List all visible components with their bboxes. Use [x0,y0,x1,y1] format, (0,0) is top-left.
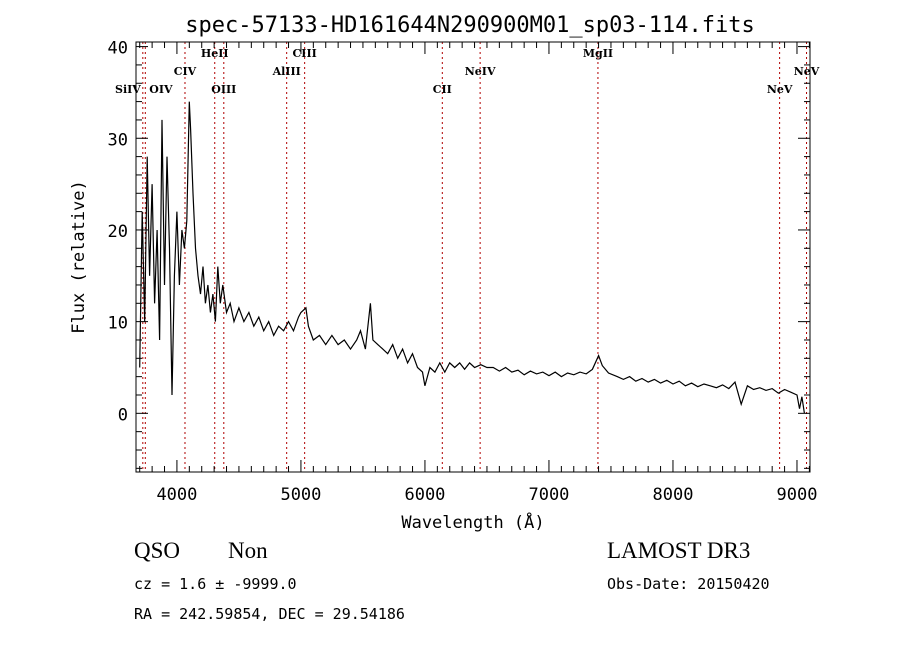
y-tick-label: 40 [108,39,128,59]
emission-line-label: NeIV [465,65,496,78]
coordinates: RA = 242.59854, DEC = 29.54186 [134,605,405,623]
y-tick-label: 10 [108,314,128,334]
survey-name: LAMOST DR3 [607,538,750,563]
object-subclass: Non [228,538,268,563]
emission-line-label: OIII [211,83,236,96]
emission-line-label: OIV [149,83,173,96]
y-tick-label: 30 [108,130,128,150]
y-tick-label: 20 [108,222,128,242]
x-tick-label: 6000 [404,485,445,505]
obs-date: Obs-Date: 20150420 [607,575,770,593]
emission-line-label: NeV [767,83,793,96]
emission-line-label: CIV [174,65,197,78]
emission-line-label: NeV [794,65,820,78]
emission-line-label: AlIII [272,65,301,78]
object-class: QSO [134,538,180,563]
chart-title: spec-57133-HD161644N290900M01_sp03-114.f… [185,13,755,38]
y-tick-label: 0 [118,405,128,425]
x-tick-label: 9000 [777,485,818,505]
axis-ticks: 4000 5000 6000 7000 8000 9000 0 10 20 30 40 [108,39,818,505]
redshift-info: cz = 1.6 ± -9999.0 [134,575,297,593]
x-tick-label: 4000 [156,485,197,505]
x-axis-label: Wavelength (Å) [401,511,544,533]
y-axis-label: Flux (relative) [69,180,89,334]
emission-line-label: SiIV [115,83,141,96]
x-tick-label: 8000 [652,485,693,505]
spectrum-line [139,101,805,414]
emission-line-label: MgII [583,47,613,60]
emission-line-label: CII [433,83,452,96]
x-tick-label: 5000 [280,485,321,505]
plot-frame [135,41,811,473]
emission-line-label: CIII [293,47,317,60]
x-tick-label: 7000 [528,485,569,505]
emission-line-label: HeII [201,47,229,60]
